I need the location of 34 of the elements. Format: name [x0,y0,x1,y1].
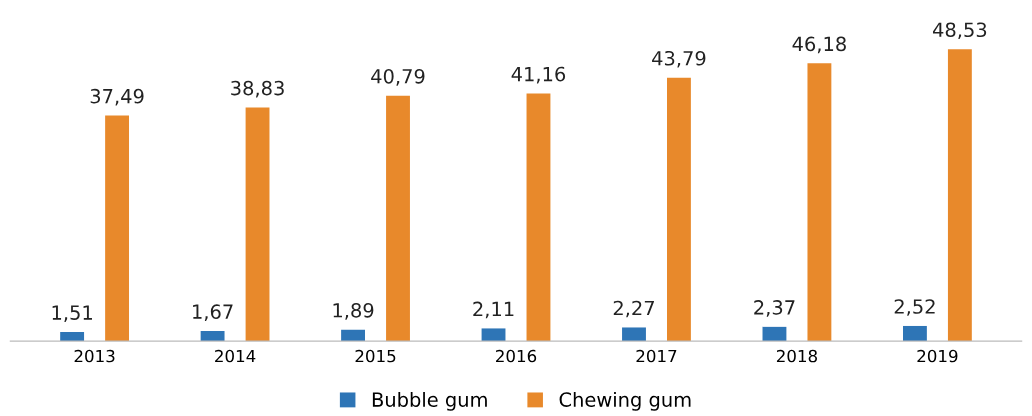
data-label: 43,79 [652,50,706,68]
data-label: 38,83 [231,80,284,98]
data-label: 2,11 [473,301,514,319]
bar [245,107,270,342]
data-label: 1,89 [333,302,374,320]
data-label: 1,67 [193,304,233,321]
x-tick-label: 2014 [215,349,256,363]
data-label: 2,37 [754,300,795,317]
x-tick-label: 2013 [74,349,115,363]
bar [622,327,646,342]
data-label: 2,52 [894,299,935,316]
x-tick-label: 2015 [355,349,396,363]
data-label: 46,18 [792,36,846,54]
bar [105,115,130,342]
bar [807,63,832,342]
legend-label: Chewing gum [559,391,691,411]
legend-label: Bubble gum [372,391,487,411]
bar [667,77,691,342]
bar [947,49,972,342]
data-label: 37,49 [90,88,144,106]
data-label: 48,53 [932,22,987,40]
x-tick-label: 2018 [776,349,817,363]
x-tick-label: 2019 [917,349,958,363]
x-tick-label: 2017 [636,349,677,363]
bar [481,328,506,342]
bar [200,331,225,342]
data-label: 2,27 [613,300,654,318]
x-tick-label: 2016 [496,349,537,363]
bar [386,95,410,342]
bar [526,93,551,342]
bar [902,325,927,342]
data-label: 41,16 [511,66,566,84]
data-label: 40,79 [371,68,425,86]
data-label: 1,51 [52,305,92,322]
